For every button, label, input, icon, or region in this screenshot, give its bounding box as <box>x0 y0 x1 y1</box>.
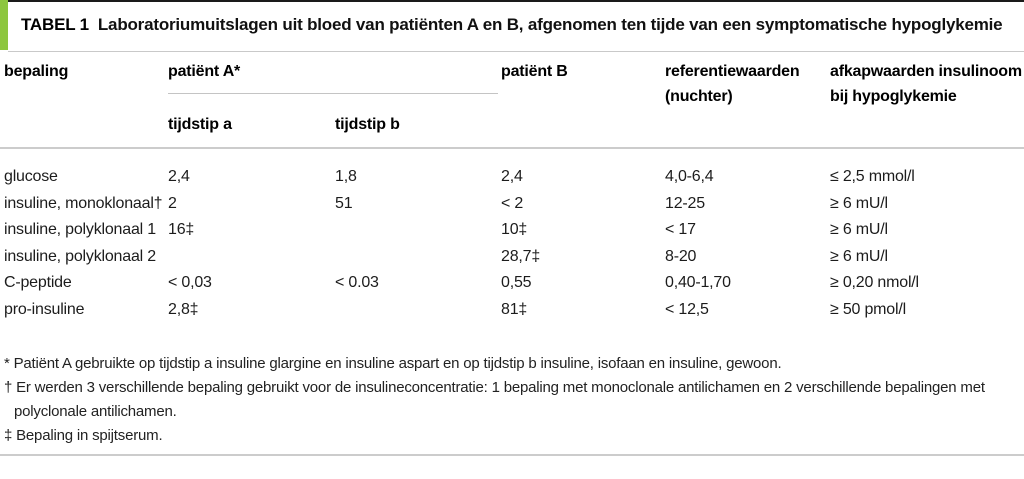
table-row-glucose: glucose 2,4 1,8 2,4 4,0-6,4 ≤ 2,5 mmol/l <box>4 164 1024 191</box>
cell-referentiewaarden: < 17 <box>665 221 696 239</box>
cell-patient-b: 0,55 <box>501 274 532 292</box>
cell-patient-b: 28,7‡ <box>501 247 541 265</box>
column-header-patient-a: patiënt A* <box>168 63 241 80</box>
column-header-tijdstip-b: tijdstip b <box>335 116 400 133</box>
cell-tijdstip-b: < 0.03 <box>335 274 379 292</box>
cell-tijdstip-a: 2,8‡ <box>168 300 199 318</box>
cell-referentiewaarden: 0,40-1,70 <box>665 274 731 292</box>
column-header-patient-b: patiënt B <box>501 63 568 80</box>
patient-a-span-underline <box>168 93 498 94</box>
column-header-afkapwaarden-sub: bij hypoglykemie <box>830 88 957 105</box>
bottom-border-rule <box>0 454 1024 456</box>
cell-tijdstip-a: 16‡ <box>168 221 195 239</box>
column-header-bepaling: bepaling <box>4 63 69 80</box>
cell-referentiewaarden: 4,0-6,4 <box>665 168 714 186</box>
table-number-label: TABEL 1 <box>21 15 89 34</box>
cell-tijdstip-b: 51 <box>335 194 353 212</box>
cell-afkapwaarden: ≥ 6 mU/l <box>830 194 888 212</box>
title-divider-rule <box>8 51 1024 52</box>
cell-tijdstip-a: < 0,03 <box>168 274 212 292</box>
cell-referentiewaarden: < 12,5 <box>665 300 709 318</box>
cell-afkapwaarden: ≥ 6 mU/l <box>830 221 888 239</box>
cell-patient-b: 81‡ <box>501 300 528 318</box>
footnotes: * Patiënt A gebruikte op tijdstip a insu… <box>4 352 1020 448</box>
top-border-rule <box>8 0 1024 2</box>
cell-afkapwaarden: ≥ 0,20 nmol/l <box>830 274 919 292</box>
column-header-referentiewaarden-sub: (nuchter) <box>665 88 733 105</box>
cell-bepaling: pro-insuline <box>4 300 85 318</box>
column-header-referentiewaarden: referentiewaarden <box>665 63 800 80</box>
cell-referentiewaarden: 8-20 <box>665 247 697 265</box>
cell-patient-b: 2,4 <box>501 168 523 186</box>
cell-bepaling: insuline, polyklonaal 2 <box>4 247 156 265</box>
green-accent-bar <box>0 0 8 50</box>
cell-patient-b: 10‡ <box>501 221 528 239</box>
table-row-insuline-monoklonaal: insuline, monoklonaal† 2 51 < 2 12-25 ≥ … <box>4 191 1024 218</box>
footnote-asterisk: * Patiënt A gebruikte op tijdstip a insu… <box>4 355 782 372</box>
cell-bepaling: glucose <box>4 168 58 186</box>
table-title: TABEL 1 Laboratoriumuitslagen uit bloed … <box>21 0 1020 50</box>
cell-bepaling: insuline, polyklonaal 1 <box>4 221 156 239</box>
table-row-insuline-polyklonaal-2: insuline, polyklonaal 2 28,7‡ 8-20 ≥ 6 m… <box>4 244 1024 271</box>
cell-tijdstip-b: 1,8 <box>335 168 357 186</box>
table-caption: Laboratoriumuitslagen uit bloed van pati… <box>97 15 1003 34</box>
header-divider-rule <box>0 147 1024 149</box>
footnote-dagger: † Er werden 3 verschillende bepaling geb… <box>4 379 985 396</box>
cell-tijdstip-a: 2 <box>168 194 177 212</box>
cell-patient-b: < 2 <box>501 194 524 212</box>
cell-referentiewaarden: 12-25 <box>665 194 705 212</box>
table-body: glucose 2,4 1,8 2,4 4,0-6,4 ≤ 2,5 mmol/l… <box>4 164 1024 323</box>
cell-afkapwaarden: ≥ 6 mU/l <box>830 247 888 265</box>
cell-afkapwaarden: ≤ 2,5 mmol/l <box>830 168 915 186</box>
footnote-double-dagger: ‡ Bepaling in spijtserum. <box>4 427 163 444</box>
table-row-c-peptide: C-peptide < 0,03 < 0.03 0,55 0,40-1,70 ≥… <box>4 270 1024 297</box>
column-header-tijdstip-a: tijdstip a <box>168 116 232 133</box>
table-row-pro-insuline: pro-insuline 2,8‡ 81‡ < 12,5 ≥ 50 pmol/l <box>4 297 1024 324</box>
cell-tijdstip-a: 2,4 <box>168 168 190 186</box>
cell-bepaling: insuline, monoklonaal† <box>4 194 163 212</box>
cell-afkapwaarden: ≥ 50 pmol/l <box>830 300 906 318</box>
cell-bepaling: C-peptide <box>4 274 72 292</box>
footnote-dagger-continued: polyclonale antilichamen. <box>14 403 177 420</box>
table-row-insuline-polyklonaal-1: insuline, polyklonaal 1 16‡ 10‡ < 17 ≥ 6… <box>4 217 1024 244</box>
column-header-afkapwaarden: afkapwaarden insulinoom <box>830 63 1022 80</box>
